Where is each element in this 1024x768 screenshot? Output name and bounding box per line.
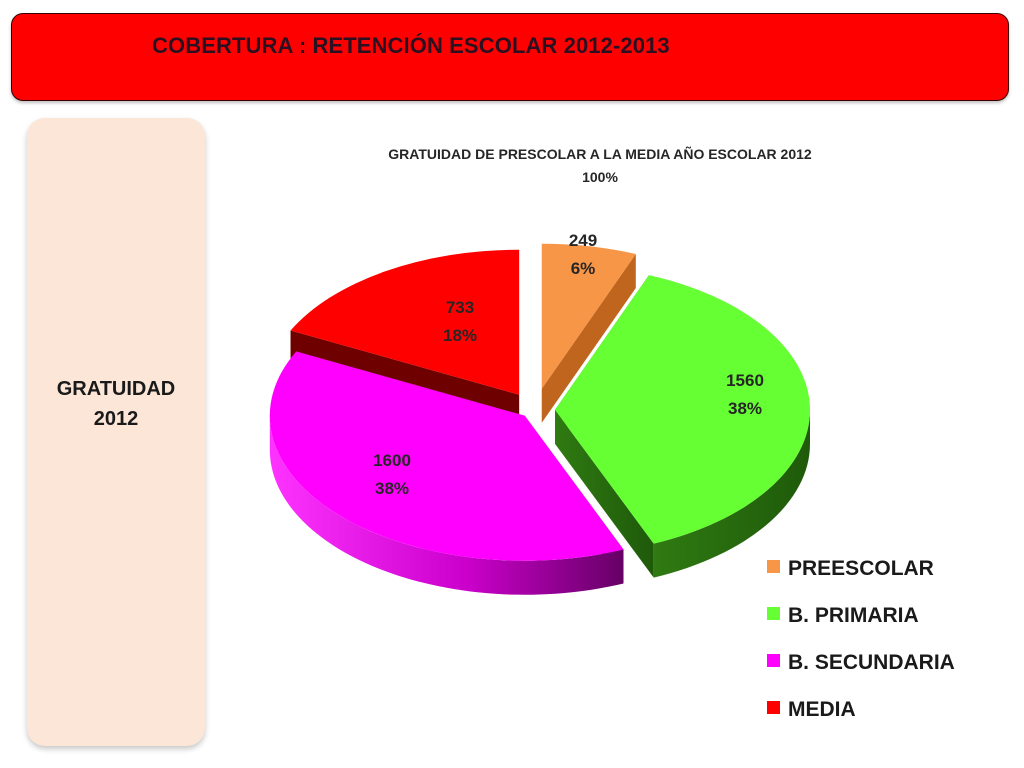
data-label-percent: 6%	[571, 259, 596, 278]
slice-top	[541, 243, 636, 389]
legend-swatch	[767, 607, 780, 620]
slice-wall	[541, 254, 636, 423]
data-label-percent: 38%	[728, 399, 762, 418]
legend-label: PREESCOLAR	[788, 557, 934, 580]
slice-top	[290, 249, 520, 395]
pie-slice-b-secundaria	[269, 351, 624, 595]
data-label-value: 733	[446, 298, 474, 317]
legend-swatch	[767, 560, 780, 573]
data-label-value: 249	[569, 231, 597, 250]
header-bar: COBERTURA : RETENCIÓN ESCOLAR 2012-2013	[11, 13, 1009, 101]
slice-side	[269, 415, 624, 595]
slice-top	[554, 275, 810, 544]
slice-side	[653, 409, 810, 578]
pie-slice-preescolar	[541, 243, 636, 423]
data-label-value: 1560	[726, 371, 764, 390]
pie-slice-b-primaria	[554, 275, 810, 578]
legend-label: B. SECUNDARIA	[788, 651, 955, 674]
chart-subtitle: 100%	[582, 169, 618, 185]
slice-wall	[554, 409, 654, 578]
legend-item: MEDIA	[767, 698, 856, 721]
data-label-value: 1600	[373, 451, 411, 470]
legend-swatch	[767, 701, 780, 714]
legend-item: B. PRIMARIA	[767, 604, 919, 627]
chart-title: GRATUIDAD DE PRESCOLAR A LA MEDIA AÑO ES…	[388, 145, 812, 162]
side-label-line2: 2012	[93, 408, 139, 430]
slide-title: COBERTURA : RETENCIÓN ESCOLAR 2012-2013	[152, 33, 670, 58]
legend-label: MEDIA	[788, 698, 856, 721]
legend-item: B. SECUNDARIA	[767, 651, 955, 674]
legend-label: B. PRIMARIA	[788, 604, 919, 627]
legend-item: PREESCOLAR	[767, 557, 934, 580]
side-label-line1: GRATUIDAD	[56, 378, 176, 400]
slice-top	[269, 351, 624, 561]
side-panel-label: GRATUIDAD 2012	[27, 374, 205, 434]
data-label-percent: 38%	[375, 479, 409, 498]
side-panel: GRATUIDAD 2012	[27, 118, 205, 746]
data-label-percent: 18%	[443, 326, 477, 345]
legend-swatch	[767, 654, 780, 667]
